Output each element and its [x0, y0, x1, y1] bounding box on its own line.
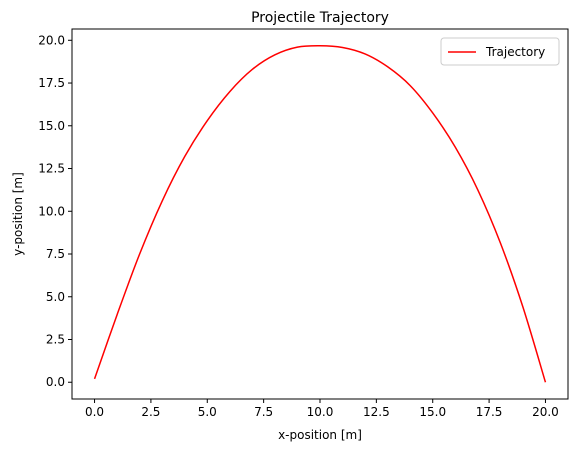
y-tick-label: 7.5: [46, 247, 65, 261]
x-tick-label: 10.0: [307, 405, 334, 419]
legend-label: Trajectory: [485, 45, 545, 59]
chart-title: Projectile Trajectory: [251, 10, 389, 26]
x-tick-label: 17.5: [476, 405, 503, 419]
x-tick-label: 2.5: [141, 405, 160, 419]
y-axis-label: y-position [m]: [11, 172, 25, 256]
y-tick-label: 12.5: [38, 162, 65, 176]
series-line-trajectory: [93, 44, 547, 383]
y-tick-label: 20.0: [38, 33, 65, 47]
x-tick-label: 12.5: [363, 405, 390, 419]
y-tick-label: 10.0: [38, 204, 65, 218]
y-tick-label: 0.0: [46, 375, 65, 389]
x-tick-label: 20.0: [532, 405, 559, 419]
y-tick-label: 5.0: [46, 290, 65, 304]
legend-box: [440, 37, 560, 66]
x-tick-label: 5.0: [198, 405, 217, 419]
x-tick-label: 7.5: [254, 405, 273, 419]
y-tick-label: 15.0: [38, 119, 65, 133]
y-tick-label: 2.5: [46, 332, 65, 346]
x-tick-label: 0.0: [85, 405, 104, 419]
x-tick-label: 15.0: [419, 405, 446, 419]
legend: Trajectory: [440, 37, 560, 66]
y-tick-label: 17.5: [38, 76, 65, 90]
x-axis-label: x-position [m]: [278, 428, 362, 442]
